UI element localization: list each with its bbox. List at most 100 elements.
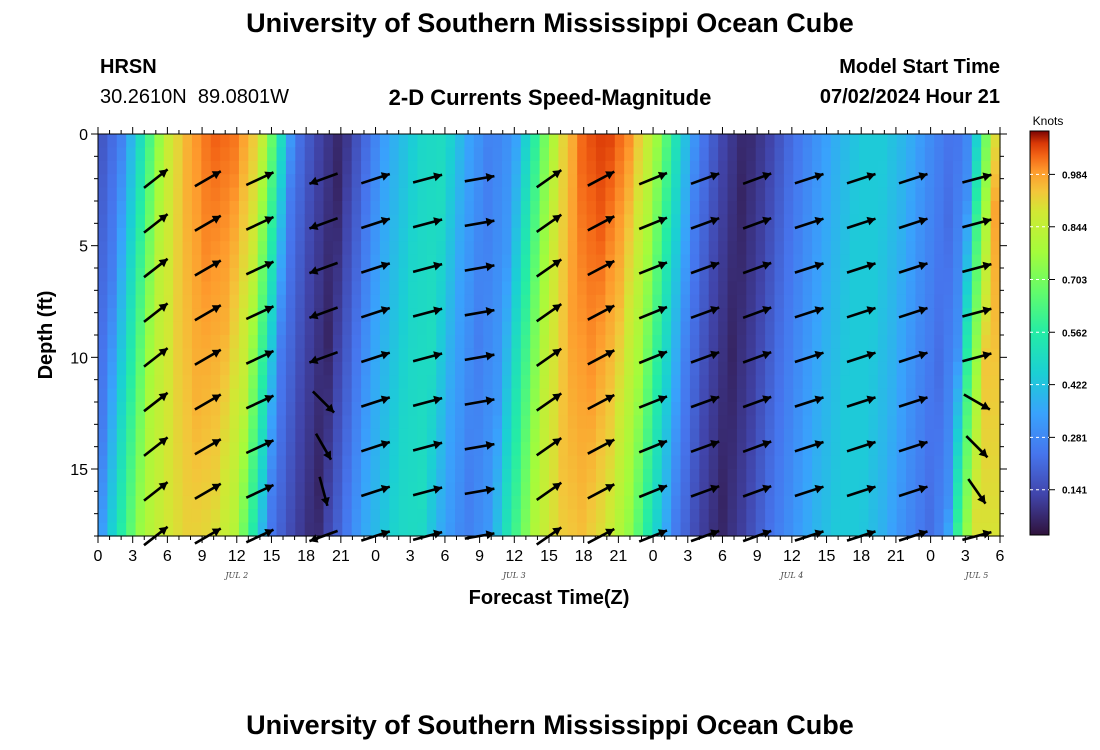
- heatmap-cell: [689, 201, 700, 215]
- heatmap-cell: [154, 442, 165, 457]
- heatmap-cell: [464, 428, 475, 443]
- heatmap-cell: [652, 147, 663, 162]
- heatmap-cell: [990, 375, 1001, 390]
- heatmap-cell: [154, 388, 165, 403]
- heatmap-cell: [229, 442, 240, 457]
- heatmap-cell: [971, 361, 982, 376]
- heatmap-cell: [342, 522, 353, 537]
- heatmap-cell: [727, 254, 738, 269]
- heatmap-cell: [652, 455, 663, 470]
- current-vector: [360, 395, 391, 408]
- heatmap-cell: [389, 375, 400, 390]
- heatmap-cell: [671, 134, 682, 148]
- current-vector: [464, 307, 495, 317]
- heatmap-cell: [859, 495, 870, 510]
- heatmap-cell: [699, 348, 710, 363]
- heatmap-cell: [408, 294, 419, 309]
- heatmap-cell: [953, 187, 964, 202]
- heatmap-cell: [614, 134, 625, 148]
- heatmap-cell: [417, 335, 428, 349]
- heatmap-cell: [229, 361, 240, 376]
- heatmap-cell: [201, 348, 212, 363]
- current-vector: [846, 484, 876, 498]
- heatmap-cell: [614, 335, 625, 349]
- current-vector: [690, 306, 720, 320]
- heatmap-cell: [943, 428, 954, 443]
- heatmap-cell: [455, 214, 466, 229]
- heatmap-cell: [642, 522, 653, 537]
- current-vector: [143, 347, 169, 368]
- heatmap-cell: [492, 241, 503, 256]
- heatmap-cell: [943, 321, 954, 336]
- heatmap-cell: [906, 308, 917, 323]
- heatmap-cell: [624, 321, 635, 336]
- heatmap-cell: [370, 482, 381, 497]
- heatmap-cell: [652, 268, 663, 282]
- heatmap-cell: [642, 281, 653, 296]
- heatmap-cell: [220, 187, 231, 202]
- current-vector: [245, 483, 275, 499]
- heatmap-cell: [530, 134, 541, 148]
- heatmap-cell: [887, 214, 898, 229]
- heatmap-cell: [689, 254, 700, 269]
- heatmap-cell: [295, 308, 306, 323]
- heatmap-cell: [586, 442, 597, 457]
- heatmap-cell: [718, 522, 729, 537]
- heatmap-cell: [267, 402, 278, 416]
- heatmap-cell: [971, 388, 982, 403]
- heatmap-cell: [116, 428, 127, 443]
- heatmap-cell: [511, 254, 522, 269]
- heatmap-cell: [633, 509, 644, 524]
- heatmap-cell: [727, 268, 738, 282]
- heatmap-cell: [389, 134, 400, 148]
- heatmap-cell: [455, 147, 466, 162]
- heatmap-cell: [154, 402, 165, 416]
- heatmap-cell: [783, 201, 794, 215]
- heatmap-cell: [661, 134, 672, 148]
- heatmap-cell: [520, 321, 531, 336]
- heatmap-cell: [445, 214, 456, 229]
- x-tick-label: 9: [753, 548, 762, 565]
- heatmap-cell: [567, 455, 578, 470]
- heatmap-cell: [671, 201, 682, 215]
- heatmap-cell: [229, 281, 240, 296]
- heatmap-cell: [830, 268, 841, 282]
- heatmap-cell: [426, 522, 437, 537]
- heatmap-cell: [859, 187, 870, 202]
- heatmap-cell: [558, 187, 569, 202]
- heatmap-cell: [304, 134, 315, 148]
- heatmap-cell: [473, 214, 484, 229]
- heatmap-cell: [614, 254, 625, 269]
- heatmap-cell: [248, 428, 259, 443]
- heatmap-cell: [567, 241, 578, 256]
- heatmap-cell: [605, 442, 616, 457]
- heatmap-cell: [708, 147, 719, 162]
- heatmap-cell: [267, 321, 278, 336]
- heatmap-cell: [511, 375, 522, 390]
- heatmap-cell: [502, 428, 513, 443]
- heatmap-cell: [436, 147, 447, 162]
- heatmap-cell: [445, 428, 456, 443]
- heatmap-cell: [595, 294, 606, 309]
- heatmap-cell: [736, 442, 747, 457]
- heatmap-cell: [201, 455, 212, 470]
- heatmap-cell: [661, 509, 672, 524]
- heatmap-cell: [990, 160, 1001, 175]
- heatmap-cell: [830, 174, 841, 189]
- heatmap-cell: [492, 254, 503, 269]
- heatmap-cell: [652, 388, 663, 403]
- heatmap-cell: [971, 335, 982, 349]
- heatmap-cell: [398, 308, 409, 323]
- heatmap-cell: [238, 294, 249, 309]
- heatmap-cell: [191, 442, 202, 457]
- heatmap-cell: [361, 214, 372, 229]
- heatmap-cell: [107, 174, 118, 189]
- heatmap-cell: [464, 495, 475, 510]
- heatmap-cell: [605, 268, 616, 282]
- heatmap-cell: [511, 308, 522, 323]
- heatmap-cell: [990, 201, 1001, 215]
- heatmap-cell: [483, 321, 494, 336]
- heatmap-cell: [116, 415, 127, 430]
- x-tick-label: 21: [887, 548, 905, 565]
- heatmap-cell: [539, 428, 550, 443]
